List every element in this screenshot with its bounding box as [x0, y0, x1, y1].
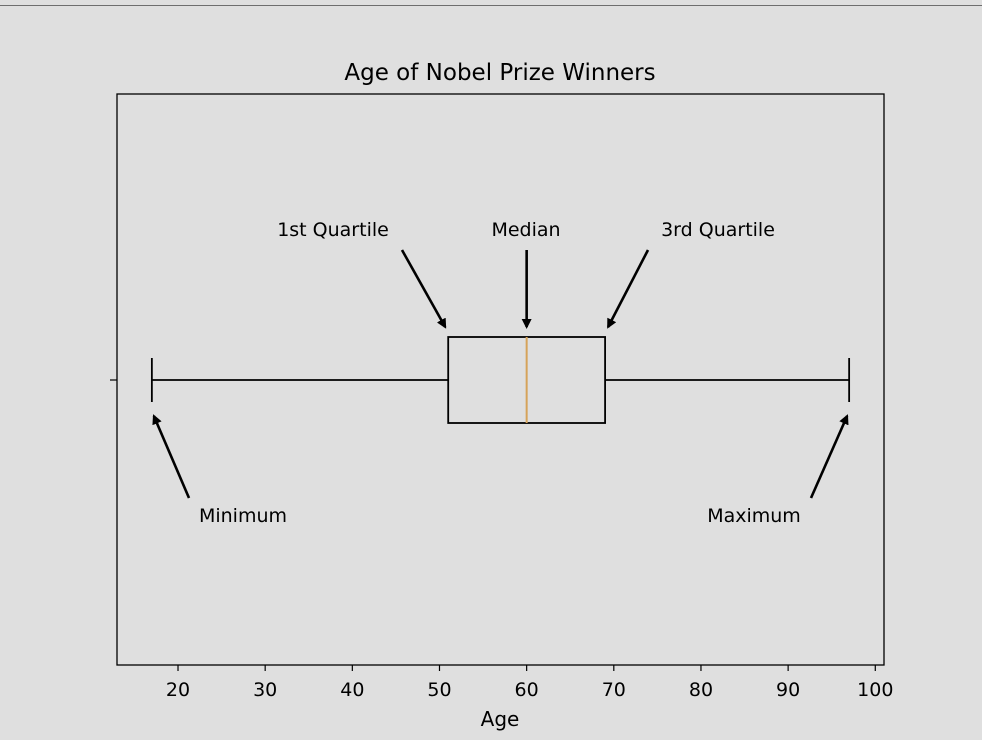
annotation-minimum-label: Minimum — [199, 505, 287, 527]
annotation-q1-arrow — [400, 249, 447, 329]
annotation-q3-arrow — [606, 249, 650, 329]
annotation-median-label: Median — [491, 219, 560, 241]
x-tick-label: 40 — [340, 679, 364, 701]
x-tick-label: 80 — [689, 679, 713, 701]
x-tick-label: 70 — [602, 679, 626, 701]
chart-title: Age of Nobel Prize Winners — [344, 60, 655, 86]
annotation-maximum-label: Maximum — [707, 505, 801, 527]
x-tick-label: 100 — [857, 679, 893, 701]
x-tick-label: 60 — [515, 679, 539, 701]
x-axis-ticks: 20 30 40 50 60 70 80 90 100 — [166, 665, 893, 701]
annotation-maximum-arrow — [809, 414, 849, 499]
box-plot — [150, 336, 851, 424]
x-tick-label: 90 — [776, 679, 800, 701]
annotations: 1st Quartile Median 3rd Quartile Minimum Max… — [152, 219, 849, 527]
x-tick-label: 20 — [166, 679, 190, 701]
x-tick-label: 50 — [427, 679, 451, 701]
annotation-minimum-arrow — [152, 414, 191, 499]
x-tick-label: 30 — [253, 679, 277, 701]
top-divider — [0, 5, 982, 6]
annotation-q3-label: 3rd Quartile — [661, 219, 775, 241]
x-axis-label: Age — [481, 707, 520, 731]
annotation-q1-label: 1st Quartile — [277, 219, 389, 241]
